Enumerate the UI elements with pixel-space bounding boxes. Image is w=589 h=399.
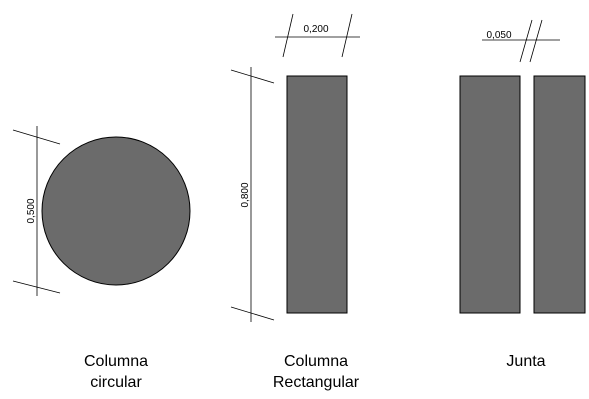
circle-diameter-label: 0,500: [26, 198, 37, 223]
rect-width-label: 0,200: [303, 24, 328, 35]
rectangular-column-group: 0,200 0,800 Columna Rectangular: [230, 13, 360, 391]
joint-right-column: [533, 75, 586, 314]
circle-dimension-tick-bottom: [12, 280, 61, 294]
circular-column-group: 0,500 Columna circular: [12, 126, 191, 391]
circle-dimension-tick-top: [12, 129, 61, 145]
rect-width-tick-left: [282, 13, 294, 58]
joint-tick-right: [529, 19, 543, 63]
rect-width-tick-right: [341, 13, 353, 58]
rectangular-column: [286, 75, 348, 314]
circular-column: [41, 136, 191, 286]
caption-circular-line2: circular: [90, 374, 142, 391]
joint-gap-label: 0,050: [486, 30, 511, 41]
rect-height-tick-top: [230, 69, 275, 84]
caption-joint: Junta: [506, 353, 545, 370]
joint-group: 0,050 Junta: [459, 19, 586, 370]
caption-circular-line1: Columna: [84, 353, 148, 370]
caption-rectangular-line2: Rectangular: [273, 374, 360, 391]
rect-height-label: 0,800: [240, 182, 251, 207]
joint-tick-left: [519, 19, 533, 63]
rect-height-tick-bottom: [230, 306, 275, 321]
joint-left-column: [459, 75, 521, 314]
caption-rectangular-line1: Columna: [284, 353, 348, 370]
